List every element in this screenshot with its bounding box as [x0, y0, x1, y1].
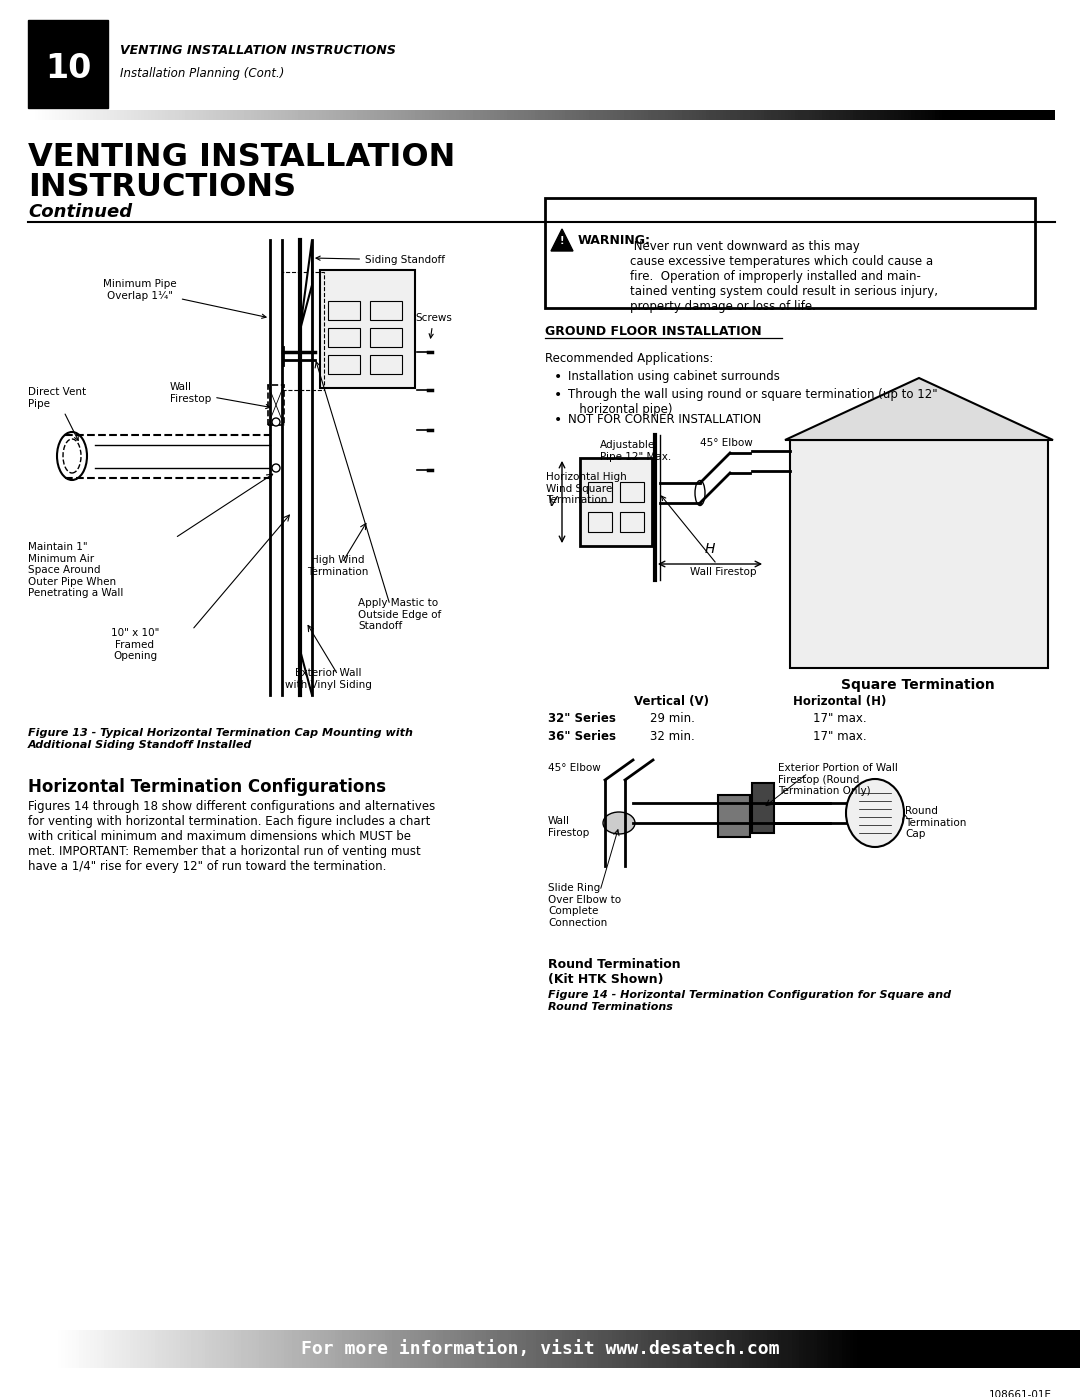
- Text: GROUND FLOOR INSTALLATION: GROUND FLOOR INSTALLATION: [545, 326, 761, 338]
- Ellipse shape: [846, 780, 904, 847]
- Text: Maintain 1"
Minimum Air
Space Around
Outer Pipe When
Penetrating a Wall: Maintain 1" Minimum Air Space Around Out…: [28, 542, 123, 598]
- Text: 10" x 10"
Framed
Opening: 10" x 10" Framed Opening: [111, 629, 159, 661]
- Text: !: !: [559, 236, 564, 246]
- Text: 45° Elbow: 45° Elbow: [700, 439, 753, 448]
- Bar: [370, 328, 402, 346]
- Text: Round Termination
(Kit HTK Shown): Round Termination (Kit HTK Shown): [548, 958, 680, 986]
- Text: Horizontal (H): Horizontal (H): [794, 694, 887, 708]
- Text: Continued: Continued: [28, 203, 132, 221]
- Ellipse shape: [272, 418, 280, 426]
- Text: 45° Elbow: 45° Elbow: [548, 763, 600, 773]
- Ellipse shape: [696, 481, 705, 506]
- Text: Vertical (V): Vertical (V): [635, 694, 710, 708]
- Text: Horizontal Termination Configurations: Horizontal Termination Configurations: [28, 778, 386, 796]
- Text: Through the wall using round or square termination (up to 12"
   horizontal pipe: Through the wall using round or square t…: [568, 388, 937, 416]
- Polygon shape: [785, 379, 1053, 440]
- Text: Minimum Pipe
Overlap 1¹⁄₄": Minimum Pipe Overlap 1¹⁄₄": [104, 279, 266, 319]
- Text: H: H: [705, 542, 715, 556]
- Text: 29 min.: 29 min.: [649, 712, 694, 725]
- Text: Square Termination: Square Termination: [841, 678, 995, 692]
- Text: Slide Ring
Over Elbow to
Complete
Connection: Slide Ring Over Elbow to Complete Connec…: [548, 883, 621, 928]
- Bar: [320, 270, 415, 388]
- Ellipse shape: [272, 464, 280, 472]
- Text: Figure 14 - Horizontal Termination Configuration for Square and
Round Terminatio: Figure 14 - Horizontal Termination Confi…: [548, 990, 951, 1011]
- Text: Apply Mastic to
Outside Edge of
Standoff: Apply Mastic to Outside Edge of Standoff: [357, 598, 442, 631]
- Bar: [620, 511, 644, 532]
- Text: INSTRUCTIONS: INSTRUCTIONS: [28, 172, 296, 203]
- Text: V: V: [548, 495, 557, 509]
- Bar: [789, 440, 1048, 668]
- Text: Installation Planning (Cont.): Installation Planning (Cont.): [120, 67, 284, 81]
- Bar: [370, 355, 402, 374]
- Text: Figures 14 through 18 show different configurations and alternatives
for venting: Figures 14 through 18 show different con…: [28, 800, 435, 873]
- Text: 17" max.: 17" max.: [813, 731, 867, 743]
- Polygon shape: [300, 240, 312, 330]
- Text: Installation using cabinet surrounds: Installation using cabinet surrounds: [568, 370, 780, 383]
- Text: Direct Vent
Pipe: Direct Vent Pipe: [28, 387, 86, 440]
- Text: Wall Firestop: Wall Firestop: [662, 496, 756, 577]
- Text: •: •: [554, 388, 562, 402]
- Text: 17" max.: 17" max.: [813, 712, 867, 725]
- Bar: [580, 458, 652, 546]
- Text: Figure 13 - Typical Horizontal Termination Cap Mounting with
Additional Siding S: Figure 13 - Typical Horizontal Terminati…: [28, 728, 413, 750]
- Bar: [718, 795, 750, 837]
- Text: Exterior Wall
with Vinyl Siding: Exterior Wall with Vinyl Siding: [284, 668, 372, 690]
- Text: Round
Termination
Cap: Round Termination Cap: [905, 806, 967, 840]
- Text: •: •: [554, 414, 562, 427]
- Bar: [328, 328, 360, 346]
- Text: 10: 10: [44, 52, 91, 84]
- Bar: [620, 482, 644, 502]
- Bar: [328, 300, 360, 320]
- Text: 108661-01E: 108661-01E: [989, 1390, 1052, 1397]
- Bar: [370, 300, 402, 320]
- Bar: [268, 386, 284, 425]
- Text: Never run vent downward as this may
cause excessive temperatures which could cau: Never run vent downward as this may caus…: [630, 240, 939, 313]
- Text: VENTING INSTALLATION INSTRUCTIONS: VENTING INSTALLATION INSTRUCTIONS: [120, 43, 396, 56]
- Bar: [282, 272, 324, 390]
- Bar: [28, 20, 108, 108]
- Text: Recommended Applications:: Recommended Applications:: [545, 352, 714, 365]
- Text: 36" Series: 36" Series: [548, 731, 616, 743]
- Text: •: •: [554, 370, 562, 384]
- Text: Horizontal High
Wind Square
Termination: Horizontal High Wind Square Termination: [546, 472, 626, 506]
- Text: Screws: Screws: [415, 313, 451, 338]
- Text: VENTING INSTALLATION: VENTING INSTALLATION: [28, 141, 456, 172]
- Ellipse shape: [603, 812, 635, 834]
- Bar: [328, 355, 360, 374]
- Polygon shape: [551, 229, 573, 251]
- Bar: [588, 511, 612, 532]
- Text: High Wind
Termination: High Wind Termination: [308, 555, 368, 577]
- Text: Siding Standoff: Siding Standoff: [316, 256, 445, 265]
- Text: Adjustable
Pipe 12" Max.: Adjustable Pipe 12" Max.: [600, 440, 672, 461]
- Text: Wall
Firestop: Wall Firestop: [170, 383, 270, 408]
- Text: 32" Series: 32" Series: [548, 712, 616, 725]
- Text: Wall
Firestop: Wall Firestop: [548, 816, 590, 838]
- Bar: [588, 482, 612, 502]
- Text: For more information, visit www.desatech.com: For more information, visit www.desatech…: [300, 1340, 780, 1358]
- Text: WARNING:: WARNING:: [578, 233, 651, 246]
- Text: Exterior Portion of Wall
Firestop (Round
Termination Only): Exterior Portion of Wall Firestop (Round…: [778, 763, 897, 796]
- Bar: [545, 198, 1035, 307]
- Bar: [752, 782, 774, 833]
- Text: 32 min.: 32 min.: [650, 731, 694, 743]
- Text: NOT FOR CORNER INSTALLATION: NOT FOR CORNER INSTALLATION: [568, 414, 761, 426]
